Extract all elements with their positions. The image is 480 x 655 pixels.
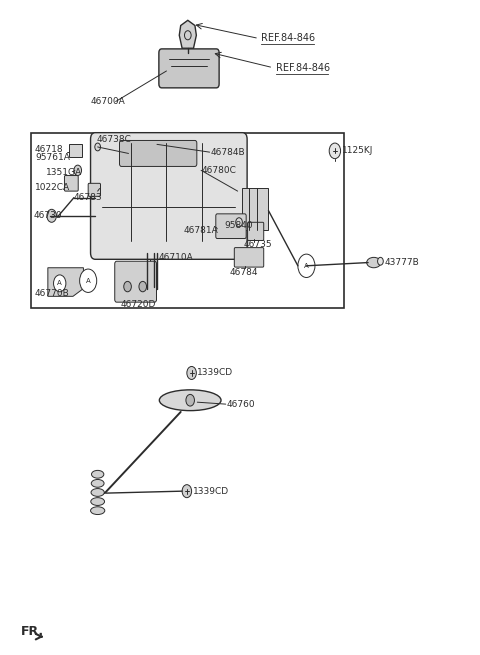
- Text: 46783: 46783: [74, 193, 103, 202]
- FancyBboxPatch shape: [234, 248, 264, 267]
- Text: 46781A: 46781A: [184, 225, 219, 234]
- Polygon shape: [179, 20, 196, 48]
- FancyBboxPatch shape: [159, 49, 219, 88]
- Text: A: A: [57, 280, 62, 286]
- Text: 1125KJ: 1125KJ: [342, 145, 373, 155]
- FancyBboxPatch shape: [120, 140, 197, 166]
- Bar: [150, 259, 157, 289]
- Text: 46770B: 46770B: [35, 290, 70, 298]
- Text: 95840: 95840: [225, 221, 253, 230]
- Text: FR.: FR.: [21, 625, 44, 638]
- Text: 1022CA: 1022CA: [35, 183, 70, 192]
- Circle shape: [329, 143, 341, 159]
- Ellipse shape: [91, 498, 105, 506]
- Text: REF.84-846: REF.84-846: [276, 63, 330, 73]
- Circle shape: [186, 394, 194, 406]
- Circle shape: [74, 165, 82, 176]
- Bar: [242, 188, 268, 230]
- Bar: [31, 133, 344, 308]
- Text: 46720D: 46720D: [120, 299, 156, 309]
- Circle shape: [80, 269, 96, 292]
- Bar: [69, 144, 83, 157]
- Text: 1339CD: 1339CD: [197, 369, 233, 377]
- Text: 46710A: 46710A: [158, 253, 193, 262]
- Circle shape: [236, 217, 242, 227]
- Circle shape: [54, 275, 66, 291]
- FancyBboxPatch shape: [64, 176, 78, 191]
- Text: 1339CD: 1339CD: [192, 487, 228, 496]
- Text: REF.84-846: REF.84-846: [261, 33, 315, 43]
- Circle shape: [95, 143, 100, 151]
- Ellipse shape: [91, 507, 105, 515]
- Circle shape: [139, 282, 146, 291]
- Polygon shape: [48, 268, 84, 296]
- Circle shape: [47, 210, 56, 222]
- Text: 46735: 46735: [244, 240, 273, 249]
- Circle shape: [182, 485, 192, 498]
- Ellipse shape: [92, 470, 104, 478]
- FancyBboxPatch shape: [88, 183, 100, 196]
- Circle shape: [124, 282, 132, 291]
- Text: 46780C: 46780C: [202, 166, 237, 175]
- FancyBboxPatch shape: [115, 261, 156, 302]
- Text: 46718: 46718: [35, 145, 64, 154]
- Circle shape: [378, 257, 384, 265]
- Text: 46738C: 46738C: [96, 135, 132, 143]
- Ellipse shape: [367, 257, 381, 268]
- Text: A: A: [304, 263, 309, 269]
- Text: 95761A: 95761A: [35, 153, 70, 162]
- FancyBboxPatch shape: [216, 214, 246, 238]
- Circle shape: [187, 366, 196, 379]
- FancyBboxPatch shape: [91, 133, 247, 259]
- Text: 46760: 46760: [227, 400, 255, 409]
- Text: 46784: 46784: [229, 268, 258, 277]
- Text: 43777B: 43777B: [384, 258, 420, 267]
- Text: A: A: [86, 278, 91, 284]
- FancyBboxPatch shape: [248, 222, 264, 240]
- Text: 1351GA: 1351GA: [46, 168, 82, 178]
- Text: 46730: 46730: [34, 212, 62, 220]
- Ellipse shape: [91, 489, 104, 496]
- Text: 46784B: 46784B: [211, 147, 245, 157]
- Ellipse shape: [91, 479, 104, 487]
- Ellipse shape: [159, 390, 221, 411]
- Circle shape: [298, 254, 315, 278]
- Text: 46700A: 46700A: [91, 97, 125, 106]
